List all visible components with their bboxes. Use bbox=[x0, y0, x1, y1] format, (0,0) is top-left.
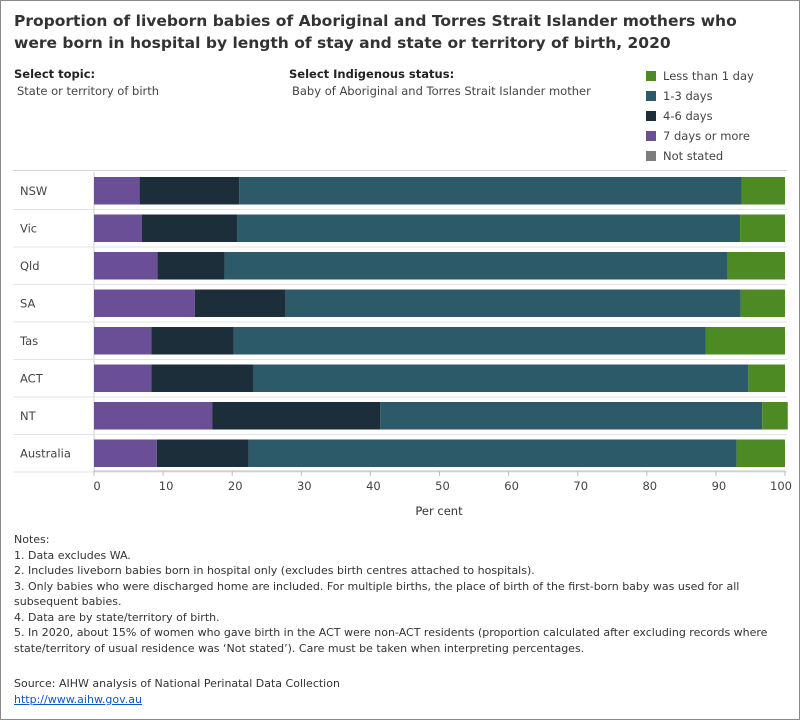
legend-label: 1-3 days bbox=[663, 89, 713, 103]
bar-nsw-less-than-1-day[interactable] bbox=[741, 177, 785, 205]
bar-nsw-7-days-or-more[interactable] bbox=[94, 177, 140, 205]
category-label-vic: Vic bbox=[20, 221, 37, 235]
legend-item-7-days-or-more[interactable]: 7 days or more bbox=[646, 126, 754, 146]
notes: Notes: 1. Data excludes WA. 2. Includes … bbox=[14, 532, 784, 656]
legend-swatch bbox=[646, 111, 656, 121]
note-2: 2. Includes liveborn babies born in hosp… bbox=[14, 564, 535, 577]
bar-tas-4-6-days[interactable] bbox=[151, 327, 234, 355]
x-tick-label-40: 40 bbox=[366, 479, 381, 493]
bar-act-1-3-days[interactable] bbox=[253, 364, 749, 393]
bar-vic-7-days-or-more[interactable] bbox=[94, 214, 142, 243]
source: Source: AIHW analysis of National Perina… bbox=[14, 676, 340, 708]
legend-swatch bbox=[646, 91, 656, 101]
bar-vic-4-6-days[interactable] bbox=[141, 214, 238, 243]
topic-label: Select topic: bbox=[14, 67, 96, 81]
legend-label: 7 days or more bbox=[663, 129, 750, 143]
bar-australia-less-than-1-day[interactable] bbox=[736, 439, 785, 468]
note-1: 1. Data excludes WA. bbox=[14, 548, 131, 562]
legend-item-1-3-days[interactable]: 1-3 days bbox=[646, 86, 754, 106]
bar-qld-1-3-days[interactable] bbox=[224, 252, 728, 280]
bar-qld-4-6-days[interactable] bbox=[157, 252, 225, 280]
category-label-act: ACT bbox=[20, 371, 44, 385]
category-label-tas: Tas bbox=[19, 334, 38, 348]
x-tick-label-70: 70 bbox=[573, 479, 588, 493]
x-axis-title: Per cent bbox=[415, 504, 463, 518]
chart-title: Proportion of liveborn babies of Aborigi… bbox=[14, 12, 737, 52]
bar-nt-less-than-1-day[interactable] bbox=[762, 402, 788, 430]
bar-vic-less-than-1-day[interactable] bbox=[740, 214, 785, 243]
chart-top-divider bbox=[13, 170, 787, 171]
bar-australia-1-3-days[interactable] bbox=[248, 439, 737, 468]
legend-label: Less than 1 day bbox=[663, 69, 754, 83]
bar-tas-1-3-days[interactable] bbox=[233, 327, 706, 355]
bar-sa-less-than-1-day[interactable] bbox=[740, 289, 785, 318]
bar-vic-1-3-days[interactable] bbox=[237, 214, 741, 243]
category-label-nt: NT bbox=[20, 409, 37, 423]
bar-tas-less-than-1-day[interactable] bbox=[705, 327, 785, 355]
bar-nt-1-3-days[interactable] bbox=[380, 402, 763, 430]
bar-sa-1-3-days[interactable] bbox=[285, 289, 741, 318]
bar-act-less-than-1-day[interactable] bbox=[748, 364, 785, 393]
x-tick-label-20: 20 bbox=[228, 479, 243, 493]
category-label-qld: Qld bbox=[20, 259, 40, 273]
category-label-nsw: NSW bbox=[20, 184, 47, 198]
legend-swatch bbox=[646, 151, 656, 161]
note-3: 3. Only babies who were discharged home … bbox=[14, 579, 740, 609]
legend: Less than 1 day 1-3 days 4-6 days 7 days… bbox=[646, 66, 754, 166]
x-tick-label-90: 90 bbox=[712, 479, 727, 493]
legend-item-4-6-days[interactable]: 4-6 days bbox=[646, 106, 754, 126]
x-tick-label-50: 50 bbox=[435, 479, 450, 493]
legend-swatch bbox=[646, 131, 656, 141]
topic-selector[interactable]: State or territory of birth bbox=[17, 84, 160, 98]
bar-nsw-1-3-days[interactable] bbox=[239, 177, 742, 205]
bar-qld-less-than-1-day[interactable] bbox=[727, 252, 785, 280]
category-label-sa: SA bbox=[20, 296, 36, 310]
category-label-australia: Australia bbox=[20, 446, 71, 460]
legend-item-less-than-1-day[interactable]: Less than 1 day bbox=[646, 66, 754, 86]
bar-sa-4-6-days[interactable] bbox=[194, 289, 286, 318]
notes-heading: Notes: bbox=[14, 533, 50, 546]
note-4: 4. Data are by state/territory of birth. bbox=[14, 610, 220, 624]
source-link[interactable]: http://www.aihw.gov.au bbox=[14, 693, 143, 706]
x-tick-label-100: 100 bbox=[770, 479, 792, 493]
bar-nsw-4-6-days[interactable] bbox=[139, 177, 240, 205]
bar-act-4-6-days[interactable] bbox=[151, 364, 254, 393]
bar-act-7-days-or-more[interactable] bbox=[94, 364, 152, 393]
stacked-bar-chart: NSW Vic Qld SA Tas ACT NT Australia 0 10 20 30 40 50 6… bbox=[13, 172, 792, 518]
bar-nt-4-6-days[interactable] bbox=[212, 402, 381, 430]
indigenous-status-selector[interactable]: Baby of Aboriginal and Torres Strait Isl… bbox=[292, 84, 591, 98]
indigenous-status-label: Select Indigenous status: bbox=[289, 67, 455, 81]
x-tick-label-60: 60 bbox=[504, 479, 519, 493]
source-text: Source: AIHW analysis of National Perina… bbox=[14, 677, 340, 690]
legend-swatch bbox=[646, 71, 656, 81]
bar-australia-7-days-or-more[interactable] bbox=[94, 439, 157, 468]
x-tick-label-10: 10 bbox=[159, 479, 174, 493]
legend-item-not-stated[interactable]: Not stated bbox=[646, 146, 754, 166]
bar-sa-7-days-or-more[interactable] bbox=[94, 289, 195, 318]
x-tick-label-0: 0 bbox=[93, 479, 100, 493]
x-tick-label-80: 80 bbox=[642, 479, 657, 493]
note-5: 5. In 2020, about 15% of women who gave … bbox=[14, 626, 768, 655]
bar-nt-7-days-or-more[interactable] bbox=[94, 402, 213, 430]
bar-tas-7-days-or-more[interactable] bbox=[94, 327, 152, 355]
x-tick-label-30: 30 bbox=[297, 479, 312, 493]
bar-australia-4-6-days[interactable] bbox=[156, 439, 249, 468]
legend-label: Not stated bbox=[663, 149, 724, 163]
legend-label: 4-6 days bbox=[663, 109, 713, 123]
bar-qld-7-days-or-more[interactable] bbox=[94, 252, 158, 280]
